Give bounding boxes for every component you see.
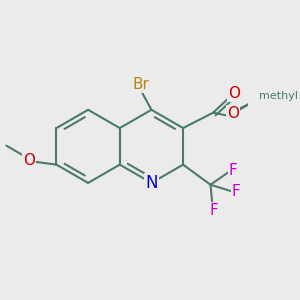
Text: Br: Br xyxy=(132,77,149,92)
Text: methyl: methyl xyxy=(259,91,298,101)
Text: F: F xyxy=(210,203,219,218)
Text: O: O xyxy=(227,106,239,121)
Text: N: N xyxy=(145,174,158,192)
Text: O: O xyxy=(23,153,35,168)
Text: O: O xyxy=(228,86,240,101)
Text: F: F xyxy=(232,184,241,199)
Text: F: F xyxy=(229,163,238,178)
